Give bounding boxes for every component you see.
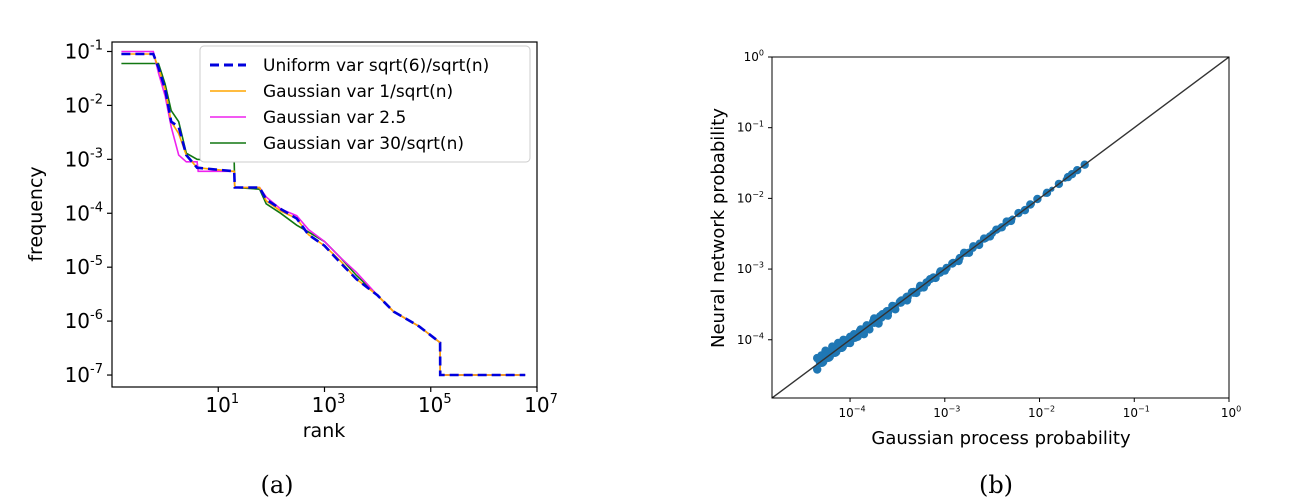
x-axis-label-a: rank (303, 420, 346, 442)
legend-label-2: Gaussian var 1/sqrt(n) (263, 82, 453, 102)
legend-box-a (199, 45, 531, 163)
legend-label-4: Gaussian var 30/sqrt(n) (263, 134, 464, 154)
x-ticks-a: 101 103 105 107 (205, 387, 558, 417)
y-tick-label-b: 10−1 (737, 119, 764, 134)
panel-a: 10-110-210-310-410-510-610-7 101 103 105 10… (25, 38, 558, 498)
y-axis-label-b: Neural network probability (708, 108, 729, 348)
y-tick-label-a: 10-7 (65, 362, 103, 387)
y-axis-label-a: frequency (25, 166, 47, 261)
y-tick-label-a: 10-2 (65, 92, 103, 117)
legend-label-3: Gaussian var 2.5 (263, 108, 406, 128)
y-tick-label-a: 10-5 (65, 254, 103, 279)
x-tick-label-b: 100 (1221, 405, 1241, 420)
x-tick-label-a: 107 (524, 392, 558, 417)
y-tick-label-b: 10−3 (737, 261, 764, 276)
x-tick-label-b: 10−2 (1028, 405, 1055, 420)
x-tick-label-b: 10−4 (839, 405, 866, 420)
y-tick-label-b: 10−2 (737, 190, 764, 205)
legend-label-1: Uniform var sqrt(6)/sqrt(n) (263, 56, 489, 76)
x-ticks-b: 10−4 10−3 10−2 10−1 100 (839, 398, 1241, 420)
x-tick-label-a: 101 (205, 392, 239, 417)
caption-b: (b) (979, 471, 1013, 498)
y-tick-label-b: 10−4 (737, 331, 764, 346)
x-tick-label-a: 103 (312, 392, 346, 417)
y-tick-label-a: 10-3 (65, 146, 103, 171)
plot-area-b (772, 57, 1229, 398)
x-tick-label-b: 10−3 (933, 405, 960, 420)
y-tick-label-b: 100 (744, 49, 764, 64)
y-ticks-a: 10-1 10-2 10-3 10-4 10-5 10-6 10-7 (65, 38, 112, 387)
y-tick-label-a: 10-1 (65, 38, 103, 63)
x-tick-label-b: 10−1 (1123, 405, 1150, 420)
x-axis-label-b: Gaussian process probability (871, 428, 1131, 449)
caption-a: (a) (260, 471, 293, 498)
scatter-point (813, 365, 822, 374)
y-ticks-b: 10−4 10−3 10−2 10−1 100 (737, 49, 772, 347)
legend-a: Uniform var sqrt(6)/sqrt(n) Gaussian var … (199, 45, 531, 163)
x-tick-label-a: 105 (418, 392, 452, 417)
diagonal-line (772, 57, 1229, 398)
axes-frame-b (771, 56, 1230, 399)
plot-area-a (121, 50, 526, 377)
y-tick-label-a: 10-6 (65, 308, 103, 333)
series-line-1 (121, 52, 526, 377)
y-tick-label-a: 10-4 (65, 200, 103, 225)
